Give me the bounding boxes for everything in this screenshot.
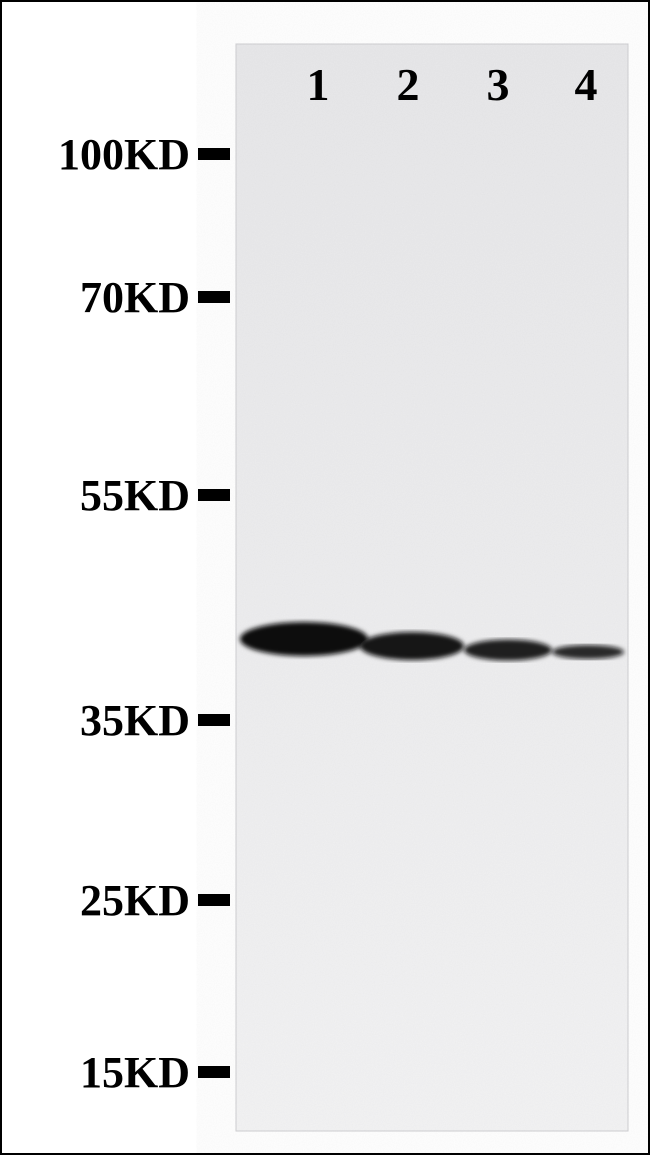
protein-band — [240, 622, 368, 656]
western-blot-figure: 100KD 70KD 55KD 35KD 25KD 15KD 1234 — [0, 0, 650, 1155]
mw-marker-tick — [198, 1066, 230, 1078]
mw-marker-label: 100KD — [0, 129, 190, 180]
membrane-rect — [236, 44, 628, 1131]
mw-marker: 100KD — [0, 128, 230, 180]
mw-marker: 70KD — [0, 271, 230, 323]
lane-header: 3 — [468, 58, 528, 111]
mw-marker-tick — [198, 148, 230, 160]
lane-header: 4 — [556, 58, 616, 111]
lane-header: 2 — [378, 58, 438, 111]
mw-marker-label: 25KD — [0, 875, 190, 926]
bands-group — [240, 622, 624, 661]
mw-marker: 15KD — [0, 1046, 230, 1098]
mw-marker-tick — [198, 714, 230, 726]
mw-marker-label: 70KD — [0, 272, 190, 323]
mw-marker-tick — [198, 291, 230, 303]
mw-marker-tick — [198, 894, 230, 906]
mw-marker: 35KD — [0, 694, 230, 746]
mw-marker: 55KD — [0, 469, 230, 521]
mw-marker: 25KD — [0, 874, 230, 926]
mw-marker-label: 15KD — [0, 1047, 190, 1098]
mw-marker-label: 35KD — [0, 695, 190, 746]
protein-band — [464, 640, 552, 661]
lane-header: 1 — [288, 58, 348, 111]
protein-band — [360, 632, 464, 660]
mw-marker-label: 55KD — [0, 470, 190, 521]
mw-marker-tick — [198, 489, 230, 501]
protein-band — [552, 645, 624, 659]
membrane-noise — [236, 44, 628, 1131]
